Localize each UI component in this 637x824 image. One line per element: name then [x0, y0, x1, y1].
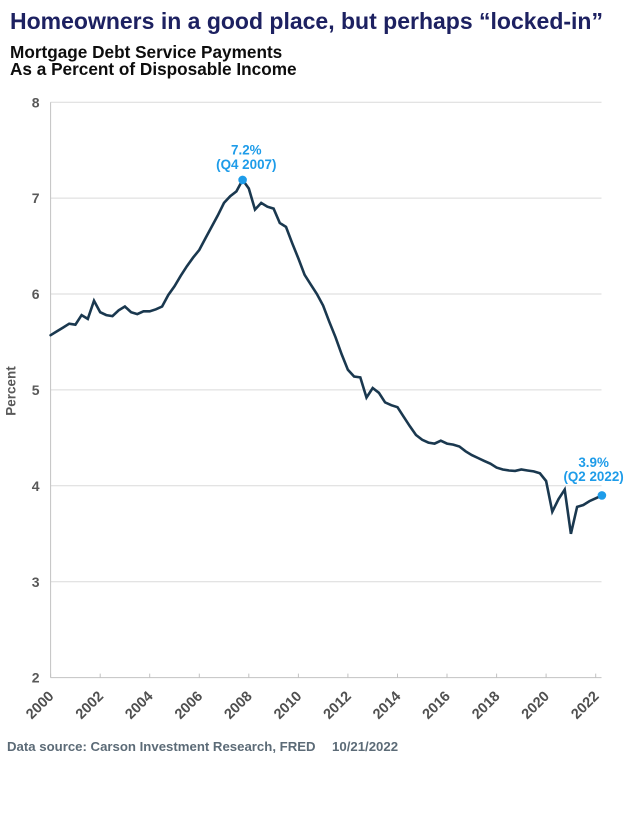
svg-text:2022: 2022 — [568, 689, 602, 723]
svg-text:2: 2 — [32, 670, 40, 686]
svg-text:8: 8 — [32, 94, 40, 110]
svg-text:3.9%: 3.9% — [578, 455, 609, 470]
svg-text:2020: 2020 — [519, 689, 553, 723]
svg-text:2012: 2012 — [321, 689, 355, 723]
svg-text:2002: 2002 — [73, 689, 107, 723]
svg-text:2000: 2000 — [23, 689, 57, 723]
svg-text:2006: 2006 — [172, 689, 206, 723]
svg-text:6: 6 — [32, 286, 40, 302]
svg-text:2018: 2018 — [469, 689, 503, 723]
svg-text:2014: 2014 — [370, 689, 404, 723]
svg-text:2010: 2010 — [271, 689, 305, 723]
svg-text:7.2%: 7.2% — [231, 142, 262, 157]
svg-text:5: 5 — [32, 382, 40, 398]
svg-text:(Q4 2007): (Q4 2007) — [216, 157, 276, 172]
svg-text:(Q2 2022): (Q2 2022) — [563, 469, 623, 484]
svg-text:2008: 2008 — [221, 689, 255, 723]
svg-text:7: 7 — [32, 190, 40, 206]
svg-text:4: 4 — [32, 478, 40, 494]
svg-text:Percent: Percent — [4, 366, 19, 416]
svg-text:2004: 2004 — [122, 689, 156, 723]
svg-text:3: 3 — [32, 574, 40, 590]
svg-text:2016: 2016 — [420, 689, 454, 723]
